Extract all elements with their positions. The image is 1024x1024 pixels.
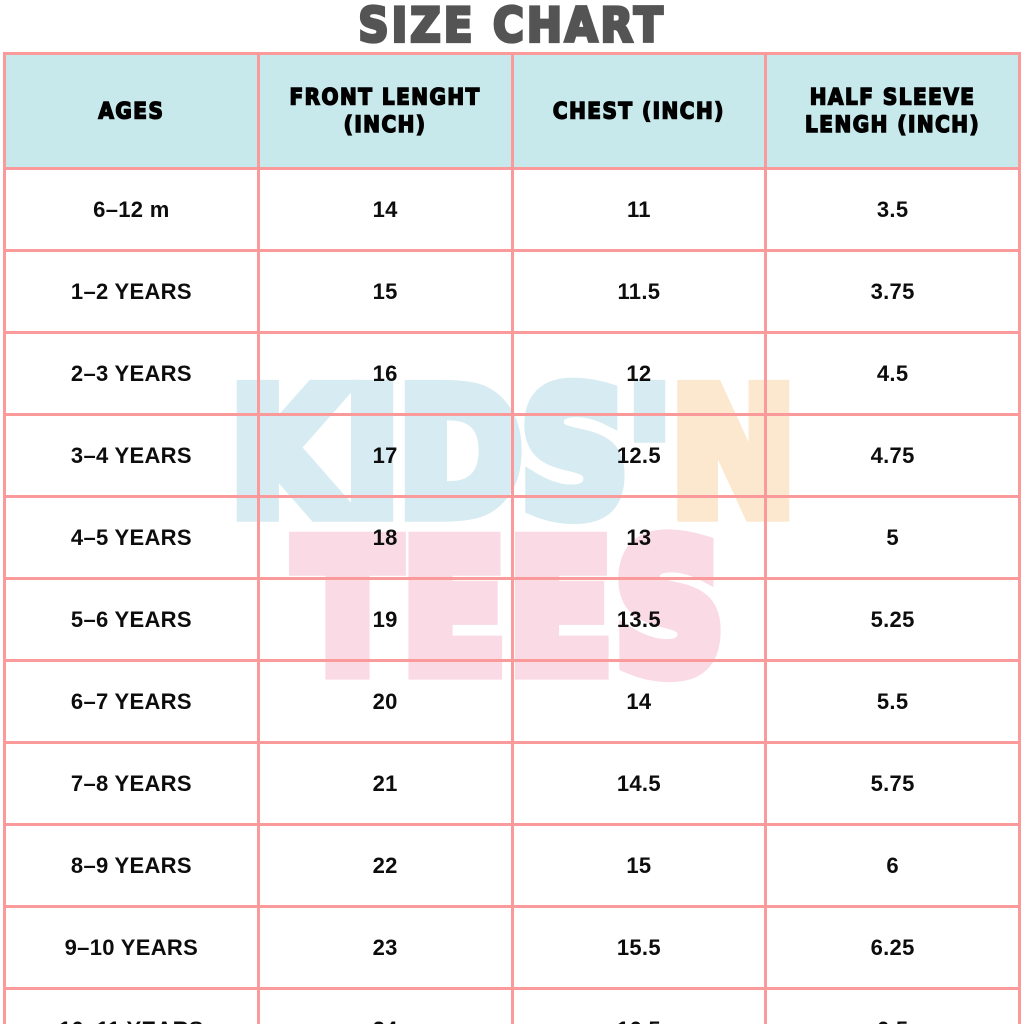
cell-chest: 13.5: [510, 577, 768, 662]
cell-front-length: 23: [256, 905, 514, 990]
cell-half-sleeve: 5.5: [764, 659, 1021, 744]
cell-front-length: 16: [256, 331, 514, 416]
cell-front-length: 20: [256, 659, 514, 744]
cell-half-sleeve: 6.5: [764, 987, 1021, 1024]
cell-front-length: 14: [256, 167, 514, 252]
column-header-half-sleeve: HALF SLEEVE LENGH (INCH): [764, 52, 1021, 170]
cell-age: 6–12 m: [3, 167, 260, 252]
cell-front-length: 19: [256, 577, 514, 662]
title-bar: SIZE CHART: [0, 0, 1024, 52]
cell-age: 9–10 YEARS: [3, 905, 260, 990]
table-row: 2–3 YEARS 16 12 4.5: [3, 331, 1021, 416]
cell-half-sleeve: 3.5: [764, 167, 1021, 252]
cell-half-sleeve: 6: [764, 823, 1021, 908]
table-row: 9–10 YEARS 23 15.5 6.25: [3, 905, 1021, 990]
cell-chest: 12: [510, 331, 768, 416]
size-chart-table: AGES FRONT LENGHT (INCH) CHEST (INCH) HAL…: [3, 52, 1021, 1024]
cell-chest: 14.5: [510, 741, 768, 826]
cell-half-sleeve: 5.75: [764, 741, 1021, 826]
cell-chest: 12.5: [510, 413, 768, 498]
cell-age: 1–2 YEARS: [3, 249, 260, 334]
cell-chest: 16.5: [510, 987, 768, 1024]
cell-half-sleeve: 3.75: [764, 249, 1021, 334]
cell-front-length: 21: [256, 741, 514, 826]
table-row: 7–8 YEARS 21 14.5 5.75: [3, 741, 1021, 826]
cell-age: 2–3 YEARS: [3, 331, 260, 416]
cell-chest: 11.5: [510, 249, 768, 334]
cell-chest: 14: [510, 659, 768, 744]
column-header-front-length: FRONT LENGHT (INCH): [256, 52, 514, 170]
column-header-front-length-line2: (INCH): [343, 110, 427, 138]
table-row: 8–9 YEARS 22 15 6: [3, 823, 1021, 908]
table-row: 6–12 m 14 11 3.5: [3, 167, 1021, 252]
column-header-ages: AGES: [3, 52, 260, 170]
cell-half-sleeve: 5.25: [764, 577, 1021, 662]
page-title: SIZE CHART: [357, 0, 666, 53]
table-header: AGES FRONT LENGHT (INCH) CHEST (INCH) HAL…: [3, 52, 1021, 170]
cell-front-length: 24: [256, 987, 514, 1024]
column-header-half-sleeve-line1: HALF SLEEVE: [809, 83, 976, 111]
cell-front-length: 22: [256, 823, 514, 908]
cell-half-sleeve: 4.75: [764, 413, 1021, 498]
cell-front-length: 17: [256, 413, 514, 498]
table-row: 5–6 YEARS 19 13.5 5.25: [3, 577, 1021, 662]
cell-chest: 15: [510, 823, 768, 908]
table-row: 4–5 YEARS 18 13 5: [3, 495, 1021, 580]
cell-age: 10–11 YEARS: [3, 987, 260, 1024]
cell-chest: 15.5: [510, 905, 768, 990]
cell-age: 6–7 YEARS: [3, 659, 260, 744]
column-header-front-length-line1: FRONT LENGHT: [289, 83, 481, 111]
table-header-row: AGES FRONT LENGHT (INCH) CHEST (INCH) HAL…: [3, 52, 1021, 170]
column-header-ages-line1: AGES: [98, 96, 165, 124]
cell-chest: 13: [510, 495, 768, 580]
cell-age: 7–8 YEARS: [3, 741, 260, 826]
cell-front-length: 15: [256, 249, 514, 334]
cell-age: 3–4 YEARS: [3, 413, 260, 498]
cell-age: 4–5 YEARS: [3, 495, 260, 580]
table-row: 3–4 YEARS 17 12.5 4.75: [3, 413, 1021, 498]
column-header-half-sleeve-line2: LENGH (INCH): [804, 110, 981, 138]
cell-half-sleeve: 6.25: [764, 905, 1021, 990]
column-header-chest-line1: CHEST (INCH): [552, 96, 725, 124]
table-body: 6–12 m 14 11 3.5 1–2 YEARS 15 11.5 3.75 2–3 YEAR…: [3, 167, 1021, 1024]
cell-age: 8–9 YEARS: [3, 823, 260, 908]
table-row: 6–7 YEARS 20 14 5.5: [3, 659, 1021, 744]
cell-age: 5–6 YEARS: [3, 577, 260, 662]
cell-front-length: 18: [256, 495, 514, 580]
column-header-chest: CHEST (INCH): [510, 52, 768, 170]
table-row: 1–2 YEARS 15 11.5 3.75: [3, 249, 1021, 334]
cell-half-sleeve: 4.5: [764, 331, 1021, 416]
cell-chest: 11: [510, 167, 768, 252]
cell-half-sleeve: 5: [764, 495, 1021, 580]
table-row: 10–11 YEARS2416.56.5: [3, 987, 1021, 1024]
